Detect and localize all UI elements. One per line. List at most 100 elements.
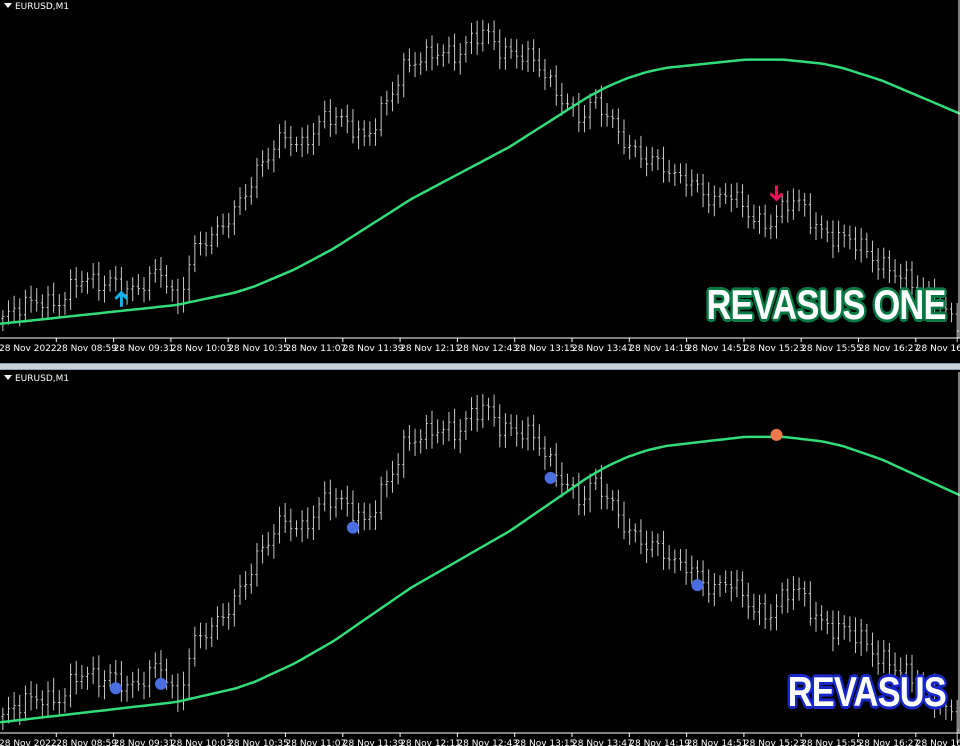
x-tick-label: 28 Nov 12:43 (457, 739, 518, 746)
price-bar (193, 235, 197, 273)
price-bar (520, 44, 524, 71)
chart-pane-top[interactable]: EURUSD,M1 28 Nov 2022 28 Nov 08:59 28 Nov … (0, 0, 960, 355)
price-bar (249, 563, 253, 594)
price-bar (532, 39, 536, 73)
price-bar (684, 549, 688, 585)
price-bar (453, 33, 457, 71)
signal-dot (346, 521, 359, 534)
price-bar (46, 285, 50, 320)
price-bar (142, 671, 146, 700)
price-bar (769, 214, 773, 239)
price-bar (763, 593, 767, 629)
price-bar (362, 502, 366, 531)
price-bar (701, 173, 705, 208)
price-bar (746, 582, 750, 620)
price-bar (396, 453, 400, 485)
price-bar (351, 109, 355, 144)
price-bar (848, 225, 852, 250)
price-bar (80, 270, 84, 293)
price-bar (221, 213, 225, 235)
price-bar (701, 560, 705, 597)
price-bar (837, 610, 841, 646)
price-bar (40, 294, 44, 319)
price-bar (724, 570, 728, 593)
price-bar (430, 410, 434, 449)
price-bar (441, 44, 445, 67)
pane-separator[interactable] (0, 355, 960, 372)
price-bar (74, 267, 78, 298)
price-bar (1, 707, 5, 731)
price-bar (904, 261, 908, 290)
price-bar (718, 187, 722, 208)
price-bar (447, 412, 451, 442)
price-bar (724, 183, 728, 205)
price-bar (170, 279, 174, 302)
price-bar (142, 277, 146, 303)
price-bar (695, 173, 699, 193)
price-bar (221, 603, 225, 627)
price-bar (12, 295, 16, 323)
x-tick-label: 28 Nov 14:19 (629, 344, 690, 354)
price-bar (916, 275, 920, 302)
price-bar (616, 489, 620, 529)
price-bar (362, 120, 366, 147)
x-tick-label: 28 Nov 12:11 (400, 739, 461, 746)
x-tick-label: 28 Nov 08:59 (56, 344, 117, 354)
price-bar (475, 394, 479, 432)
price-bar (667, 159, 671, 183)
x-tick-label: 28 Nov 11:07 (286, 739, 347, 746)
price-bar (91, 263, 95, 289)
price-bar (6, 300, 10, 325)
price-bar (938, 294, 942, 317)
price-bar (232, 200, 236, 236)
price-bar (351, 490, 355, 528)
price-bar (746, 194, 750, 229)
price-bar (650, 146, 654, 172)
price-bar (198, 231, 202, 256)
price-bar (159, 257, 163, 288)
price-bar (261, 534, 265, 564)
price-bar (605, 102, 609, 127)
price-bar (215, 216, 219, 248)
price-bar (357, 120, 361, 150)
price-bar (283, 120, 287, 149)
price-bar (136, 274, 140, 295)
x-tick-label: 28 Nov 16:27 (859, 739, 920, 746)
price-bar (712, 185, 716, 217)
price-bar (102, 275, 106, 303)
x-tick-label: 28 Nov 15:55 (801, 344, 862, 354)
price-bar (859, 228, 863, 263)
price-bar (35, 288, 39, 312)
price-bar (763, 204, 767, 238)
price-bar (752, 593, 756, 620)
price-bar (52, 677, 56, 711)
price-bar (419, 429, 423, 454)
price-bar (712, 573, 716, 607)
price-bar (475, 20, 479, 55)
price-bar (870, 632, 874, 667)
price-bar (933, 673, 937, 718)
price-bar (876, 248, 880, 280)
price-bar (35, 683, 39, 710)
price-bar (814, 601, 818, 632)
price-bar (261, 150, 265, 177)
price-bar (876, 640, 880, 675)
price-bar (306, 124, 310, 154)
price-bar (69, 269, 73, 310)
x-tick-label: 28 Nov 14:51 (687, 739, 748, 746)
price-bar (820, 215, 824, 239)
price-bar (311, 123, 315, 156)
price-bar (582, 485, 586, 516)
price-bar (311, 505, 315, 540)
price-bar (215, 606, 219, 640)
price-bar (543, 58, 547, 91)
price-bar (114, 266, 118, 292)
chart-pane-bottom[interactable]: EURUSD,M1 28 Nov 2022 28 Nov 08:59 28 Nov … (0, 372, 960, 746)
price-bar (927, 676, 931, 698)
price-bar (797, 577, 801, 601)
price-bar (374, 118, 378, 146)
price-bar (582, 105, 586, 133)
price-bar (289, 125, 293, 157)
price-bar (396, 74, 400, 104)
